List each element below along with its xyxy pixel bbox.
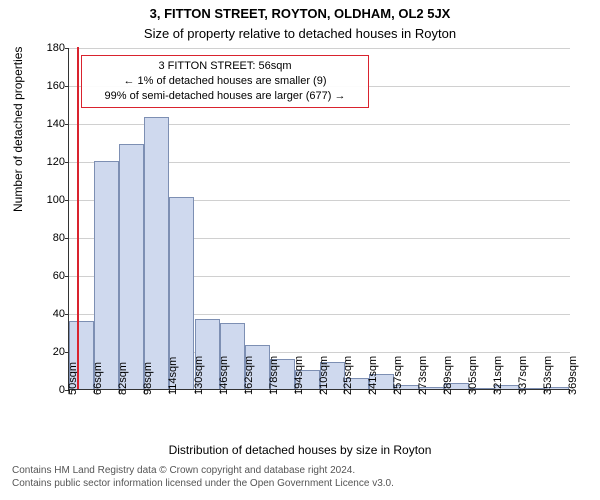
chart-title-sub: Size of property relative to detached ho… — [0, 26, 600, 41]
footer-line-1: Contains HM Land Registry data © Crown c… — [12, 464, 394, 477]
callout-line: 3 FITTON STREET: 56sqm — [88, 59, 362, 74]
x-tick-label: 257sqm — [392, 356, 404, 395]
chart-footer: Contains HM Land Registry data © Crown c… — [12, 464, 394, 490]
y-tick-label: 140 — [47, 118, 65, 130]
property-marker-line — [77, 47, 79, 389]
histogram-bar — [94, 161, 119, 389]
x-tick-label: 194sqm — [293, 356, 305, 395]
y-axis-label: Number of detached properties — [11, 47, 25, 212]
footer-line-2: Contains public sector information licen… — [12, 477, 394, 490]
y-tick-mark — [65, 124, 69, 125]
histogram-bar — [144, 117, 169, 389]
y-tick-mark — [65, 162, 69, 163]
y-tick-label: 100 — [47, 194, 65, 206]
x-tick-label: 162sqm — [243, 356, 255, 395]
x-tick-label: 66sqm — [92, 362, 104, 395]
y-tick-label: 40 — [53, 308, 65, 320]
grid-line — [69, 48, 570, 49]
y-tick-label: 80 — [53, 232, 65, 244]
x-tick-label: 114sqm — [167, 357, 179, 395]
callout-line: 99% of semi-detached houses are larger (… — [88, 89, 362, 104]
callout-box: 3 FITTON STREET: 56sqm← 1% of detached h… — [81, 55, 369, 108]
histogram-chart: 3, FITTON STREET, ROYTON, OLDHAM, OL2 5J… — [0, 0, 600, 500]
y-tick-mark — [65, 86, 69, 87]
x-tick-label: 353sqm — [542, 356, 554, 395]
x-tick-label: 82sqm — [117, 362, 129, 395]
y-tick-mark — [65, 314, 69, 315]
x-axis-label: Distribution of detached houses by size … — [0, 443, 600, 457]
y-tick-label: 20 — [53, 346, 65, 358]
x-tick-label: 130sqm — [193, 356, 205, 395]
x-tick-label: 305sqm — [467, 356, 479, 395]
y-tick-label: 180 — [47, 42, 65, 54]
y-tick-mark — [65, 48, 69, 49]
callout-line: ← 1% of detached houses are smaller (9) — [88, 74, 362, 89]
x-tick-label: 321sqm — [492, 356, 504, 395]
histogram-bar — [119, 144, 144, 389]
y-tick-label: 120 — [47, 156, 65, 168]
y-tick-label: 160 — [47, 80, 65, 92]
y-tick-mark — [65, 200, 69, 201]
x-tick-label: 337sqm — [517, 356, 529, 395]
x-tick-label: 98sqm — [142, 362, 154, 395]
x-tick-label: 210sqm — [318, 356, 330, 395]
chart-title-main: 3, FITTON STREET, ROYTON, OLDHAM, OL2 5J… — [0, 6, 600, 21]
x-tick-label: 369sqm — [567, 356, 579, 395]
y-tick-mark — [65, 238, 69, 239]
x-tick-label: 146sqm — [218, 356, 230, 395]
x-tick-label: 241sqm — [367, 356, 379, 395]
x-tick-label: 178sqm — [268, 356, 280, 395]
y-tick-mark — [65, 276, 69, 277]
x-tick-label: 273sqm — [417, 356, 429, 395]
y-tick-label: 60 — [53, 270, 65, 282]
y-tick-label: 0 — [59, 384, 65, 396]
x-tick-label: 225sqm — [342, 356, 354, 395]
x-tick-label: 289sqm — [442, 356, 454, 395]
